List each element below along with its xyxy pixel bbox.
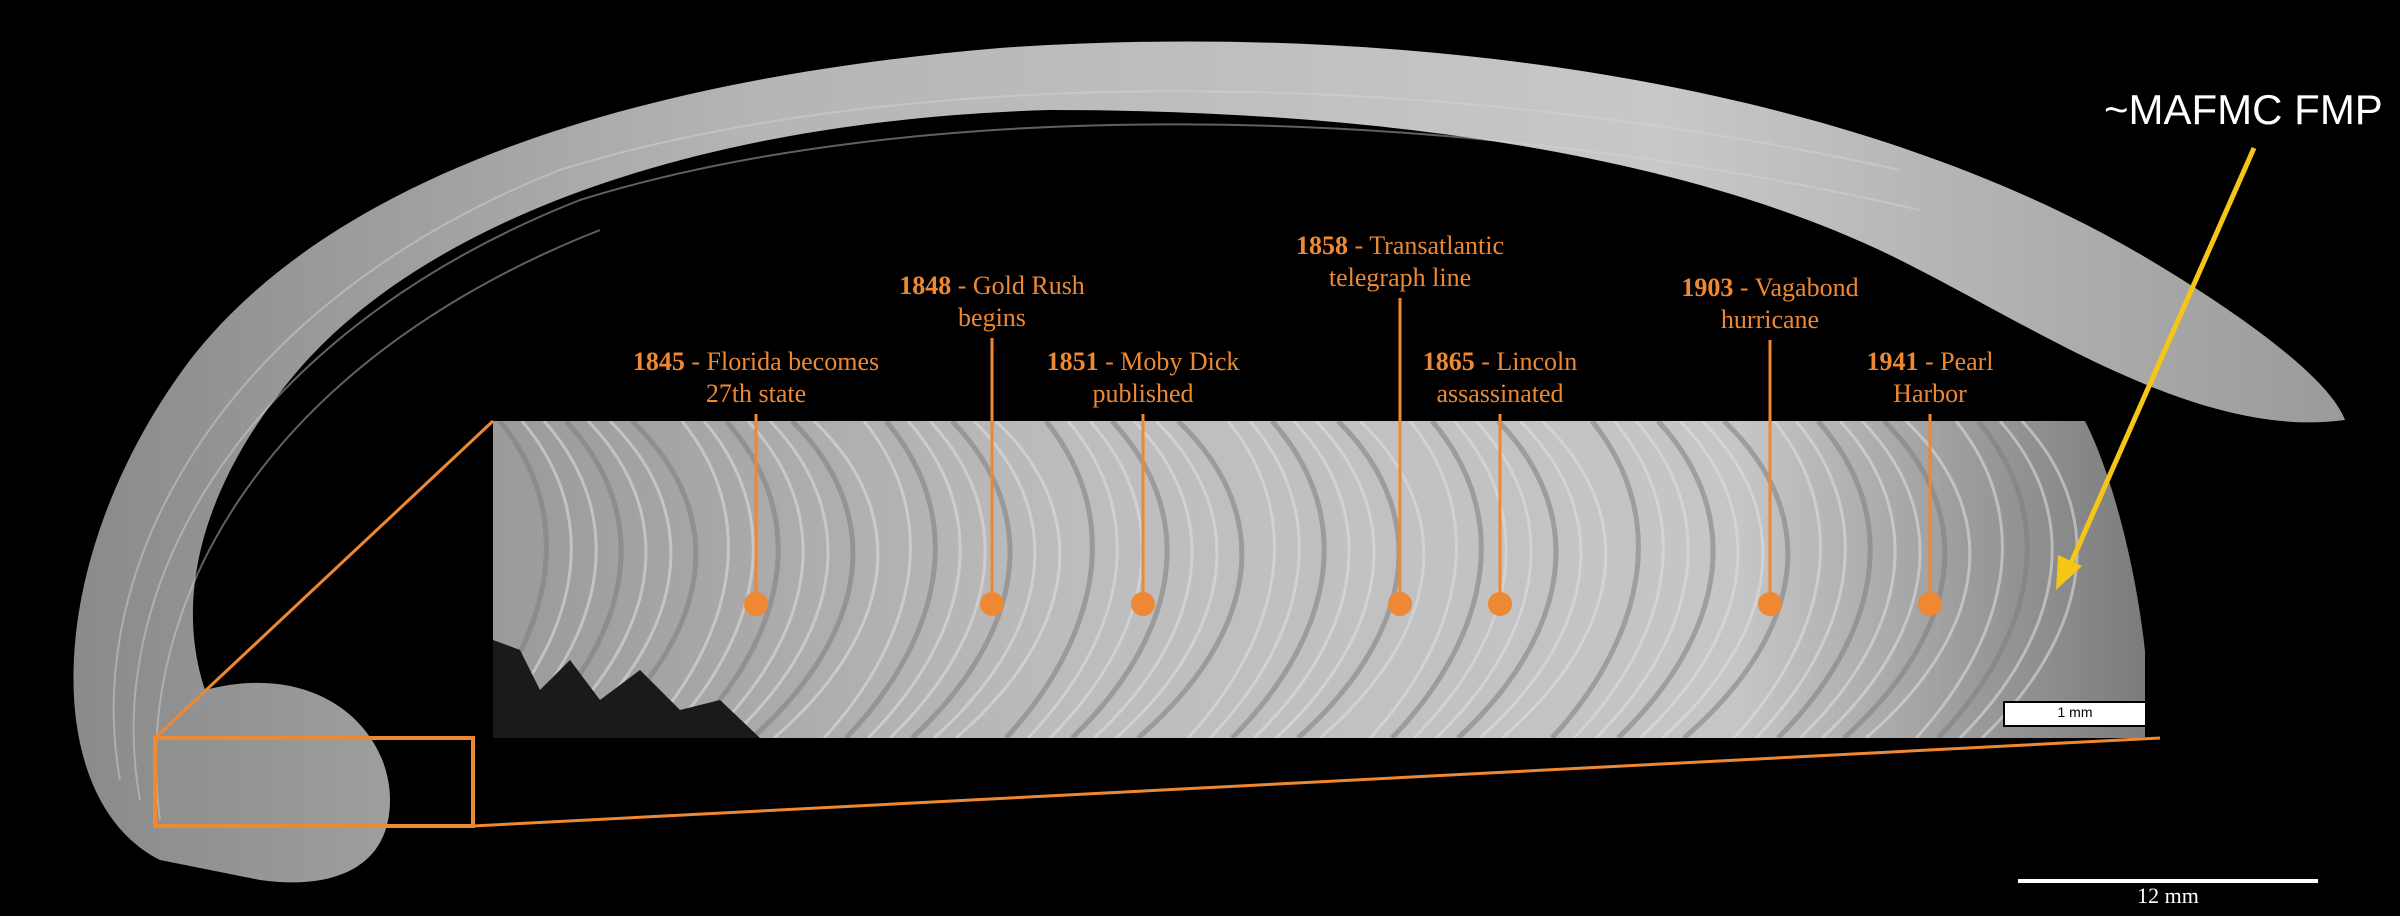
inset-magnified-panel [493,421,2145,738]
inset-scale-bar-label: 1 mm [2057,704,2093,720]
shell-growth-lines [112,90,1921,821]
event-text-line2: assassinated [1436,379,1564,408]
event-marker-dot [980,592,1004,616]
event-text-line2: telegraph line [1328,263,1472,292]
event-year: 1848 [899,271,952,300]
event-year: 1858 [1296,231,1348,260]
event-marker-dot [1918,592,1942,616]
event-year: 1851 [1046,347,1099,376]
event-label: 1848 - Gold Rush begins [832,270,1152,334]
event-year: 1941 [1866,347,1919,376]
event-label: 1865 - Lincoln assassinated [1340,346,1660,410]
event-text-line1: - Lincoln [1474,347,1578,376]
event-text-line2: published [1092,379,1194,408]
event-label: 1858 - Transatlantic telegraph line [1240,230,1560,294]
event-label: 1845 - Florida becomes 27th state [596,346,916,410]
event-label: 1903 - Vagabond hurricane [1610,272,1930,336]
event-text-line2: begins [958,303,1026,332]
event-year: 1845 [632,347,685,376]
event-marker-dot [1131,592,1155,616]
event-text-line2: 27th state [705,379,807,408]
event-text-line1: - Moby Dick [1098,347,1240,376]
event-text-line2: hurricane [1720,305,1820,334]
event-text-line1: - Gold Rush [951,271,1085,300]
event-text-line1: - Transatlantic [1348,231,1505,260]
event-label: 1941 - Pearl Harbor [1770,346,2090,410]
event-marker-dot [1388,592,1412,616]
fmp-label: ~MAFMC FMP [2104,86,2383,133]
inset-scale-box [2003,701,2147,727]
event-text-line1: - Vagabond [1733,273,1859,302]
event-label: 1851 - Moby Dick published [983,346,1303,410]
event-marker-dot [744,592,768,616]
event-marker-dot [1758,592,1782,616]
event-text-line1: - Pearl [1918,347,1994,376]
event-text-line2: Harbor [1893,379,1967,408]
inset-source-box [153,736,475,828]
event-marker-dot [1488,592,1512,616]
event-text-line1: - Florida becomes [684,347,880,376]
event-year: 1903 [1681,273,1734,302]
shell-cross-section [73,41,2346,883]
fmp-arrow-icon [2056,146,2257,590]
event-markers [744,298,1942,616]
event-year: 1865 [1422,347,1475,376]
main-scale-bar-label: 12 mm [2137,883,2199,908]
